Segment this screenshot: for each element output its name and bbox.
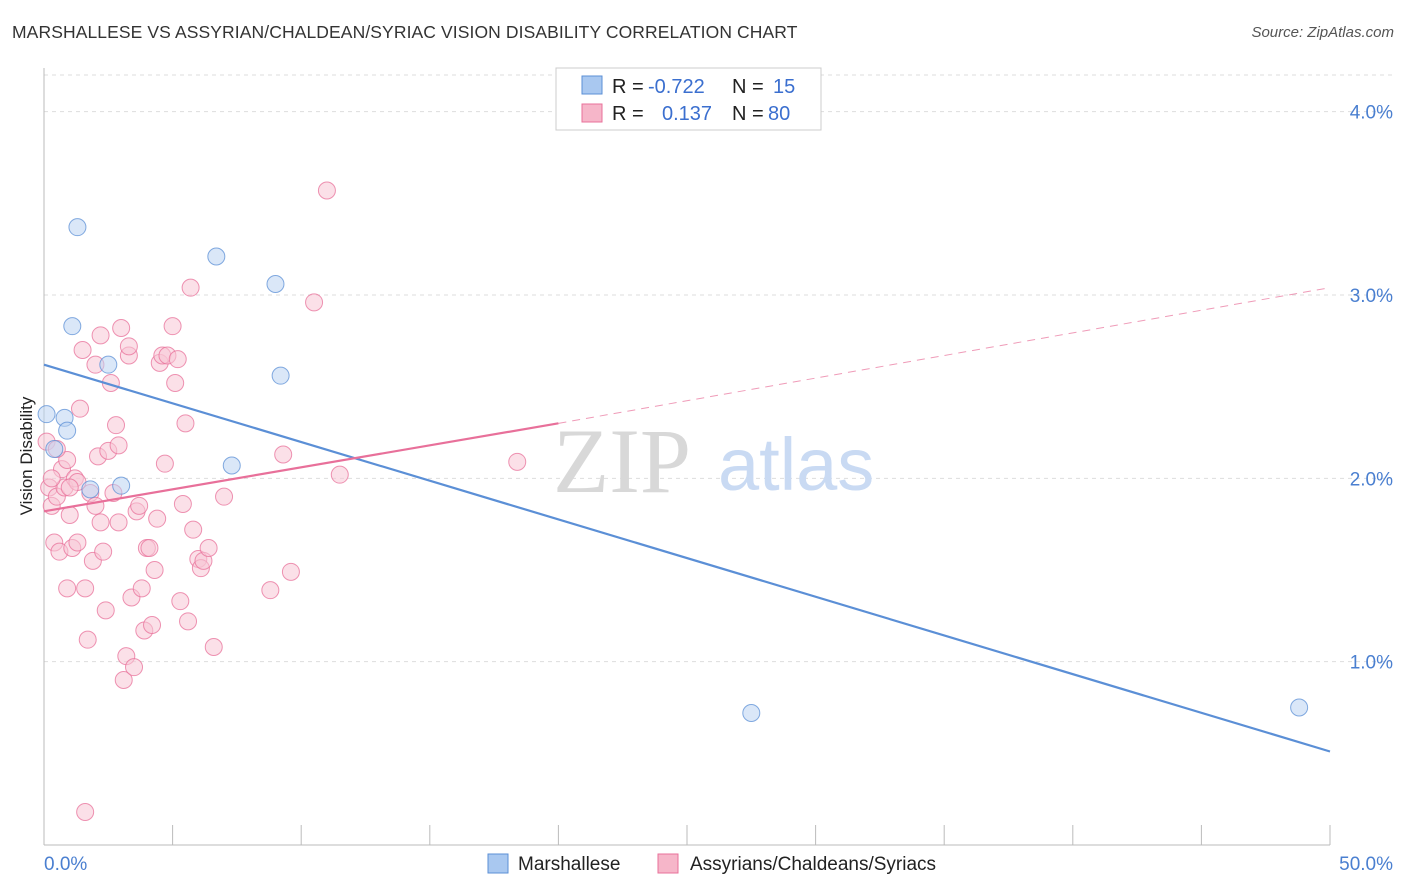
- assyrian-point-27: [107, 416, 126, 435]
- marshallese-point-14: [1290, 698, 1309, 717]
- assyrian-point-12: [68, 533, 87, 552]
- assyrian-point-50: [173, 495, 192, 513]
- assyrian-point-15: [76, 579, 95, 598]
- assyrian-point-64: [305, 293, 324, 312]
- y-tick-label-1: 2.0%: [1350, 469, 1393, 490]
- assyrian-point-52: [179, 612, 198, 631]
- x-tick-label-0: 0.0%: [44, 854, 87, 875]
- legend-n-value-1: 15: [773, 76, 795, 98]
- assyrian-point-59: [204, 638, 223, 656]
- assyrian-point-60: [215, 487, 234, 506]
- assyrian-point-34: [125, 658, 144, 677]
- marshallese-point-2: [58, 421, 77, 440]
- assyrian-point-54: [184, 520, 203, 539]
- assyrian-point-36: [130, 496, 149, 515]
- marshallese-point-11: [266, 275, 285, 293]
- bottom-legend-swatch-assyrians: [657, 853, 679, 874]
- assyrian-point-66: [330, 465, 349, 484]
- assyrian-point-30: [114, 671, 133, 689]
- trend-lines: [43, 287, 1331, 753]
- assyrian-point-63: [281, 562, 300, 581]
- legend-r-value-1: -0.722: [648, 76, 705, 98]
- marshallese-trend-line: [43, 363, 1331, 753]
- bottom-legend-label-assyrians: Assyrians/Chaldeans/Syriacs: [690, 854, 936, 875]
- bottom-legend-swatch-marshallese: [487, 853, 509, 874]
- assyrian-point-22: [94, 542, 113, 561]
- marshallese-point-13: [742, 704, 761, 722]
- y-tick-label-0: 1.0%: [1350, 653, 1393, 674]
- assyrian-point-16: [78, 630, 97, 649]
- assyrian-point-42: [148, 509, 167, 528]
- assyrian-point-13: [71, 399, 90, 418]
- assyrian-point-37: [132, 579, 151, 598]
- chart-title: MARSHALLESE VS ASSYRIAN/CHALDEAN/SYRIAC …: [12, 22, 798, 42]
- assyrian-point-51: [176, 414, 195, 433]
- assyrian-point-79: [168, 350, 187, 369]
- assyrian-trend-line: [43, 422, 559, 513]
- y-tick-label-2: 3.0%: [1350, 286, 1393, 307]
- assyrian-point-74: [140, 539, 159, 557]
- legend-n-value-2: 80: [768, 103, 790, 125]
- legend-n-label-2: N =: [732, 103, 764, 125]
- assyrian-point-62: [274, 445, 293, 464]
- tick-labels: 1.0% 2.0% 3.0% 4.0% 0.0% 50.0%: [44, 103, 1393, 875]
- legend-n-label-1: N =: [732, 76, 764, 98]
- assyrian-point-23: [96, 601, 115, 620]
- series-legend: Marshallese Assyrians/Chaldeans/Syriacs: [487, 853, 936, 875]
- assyrian-point-58: [199, 539, 218, 557]
- assyrian-point-65: [317, 181, 336, 200]
- legend-r-label-2: R =: [612, 103, 644, 125]
- x-tick-label-1: 50.0%: [1339, 854, 1393, 875]
- watermark: ZIP atlas: [553, 410, 874, 512]
- assyrian-point-61: [261, 581, 280, 600]
- assyrian-point-70: [58, 579, 77, 598]
- assyrian-point-49: [171, 592, 190, 611]
- legend-swatch-marshallese: [581, 75, 603, 95]
- assyrian-point-53: [181, 278, 200, 297]
- marshallese-point-6: [99, 355, 118, 374]
- bottom-legend-label-marshallese: Marshallese: [518, 854, 620, 875]
- assyrian-point-48: [166, 374, 185, 392]
- watermark-zip: ZIP: [553, 410, 691, 512]
- assyrian-trend-extension: [558, 287, 1331, 424]
- marshallese-point-7: [81, 480, 100, 499]
- assyrian-point-29: [112, 319, 131, 337]
- watermark-atlas: atlas: [718, 423, 874, 506]
- y-tick-label-3: 4.0%: [1350, 103, 1393, 124]
- stats-legend: R = -0.722 N = 15 R = 0.137 N = 80: [555, 67, 822, 131]
- assyrian-point-28: [109, 436, 128, 455]
- assyrian-point-8: [58, 451, 77, 469]
- marshallese-point-12: [271, 366, 290, 385]
- marshallese-point-10: [222, 456, 241, 475]
- marshallese-point-4: [63, 317, 82, 336]
- marshallese-point-5: [68, 218, 87, 237]
- source-label: Source: ZipAtlas.com: [1251, 24, 1394, 41]
- assyrian-point-75: [42, 469, 61, 488]
- legend-swatch-assyrians: [581, 103, 603, 123]
- assyrian-point-14: [73, 341, 92, 359]
- assyrian-point-40: [143, 616, 162, 634]
- assyrian-point-78: [119, 337, 138, 356]
- legend-r-label-1: R =: [612, 76, 644, 98]
- assyrian-point-77: [86, 496, 105, 515]
- legend-r-value-2: 0.137: [662, 103, 712, 125]
- marshallese-point-8: [112, 476, 131, 495]
- assyrian-point-41: [145, 561, 164, 579]
- assyrian-point-73: [109, 513, 128, 532]
- assyrian-point-47: [163, 317, 182, 336]
- data-points: [37, 181, 1309, 821]
- assyrian-point-45: [155, 454, 174, 473]
- assyrian-point-68: [76, 803, 95, 821]
- y-axis-label: Vision Disability: [17, 396, 36, 515]
- marshallese-point-0: [37, 405, 56, 424]
- marshallese-point-3: [45, 440, 64, 458]
- grid-lines: [44, 74, 1395, 663]
- axes: [43, 68, 1331, 846]
- assyrian-point-67: [508, 452, 527, 471]
- assyrian-point-21: [91, 513, 110, 532]
- marshallese-point-9: [207, 247, 226, 266]
- assyrian-point-72: [91, 326, 110, 345]
- assyrian-point-76: [60, 478, 79, 497]
